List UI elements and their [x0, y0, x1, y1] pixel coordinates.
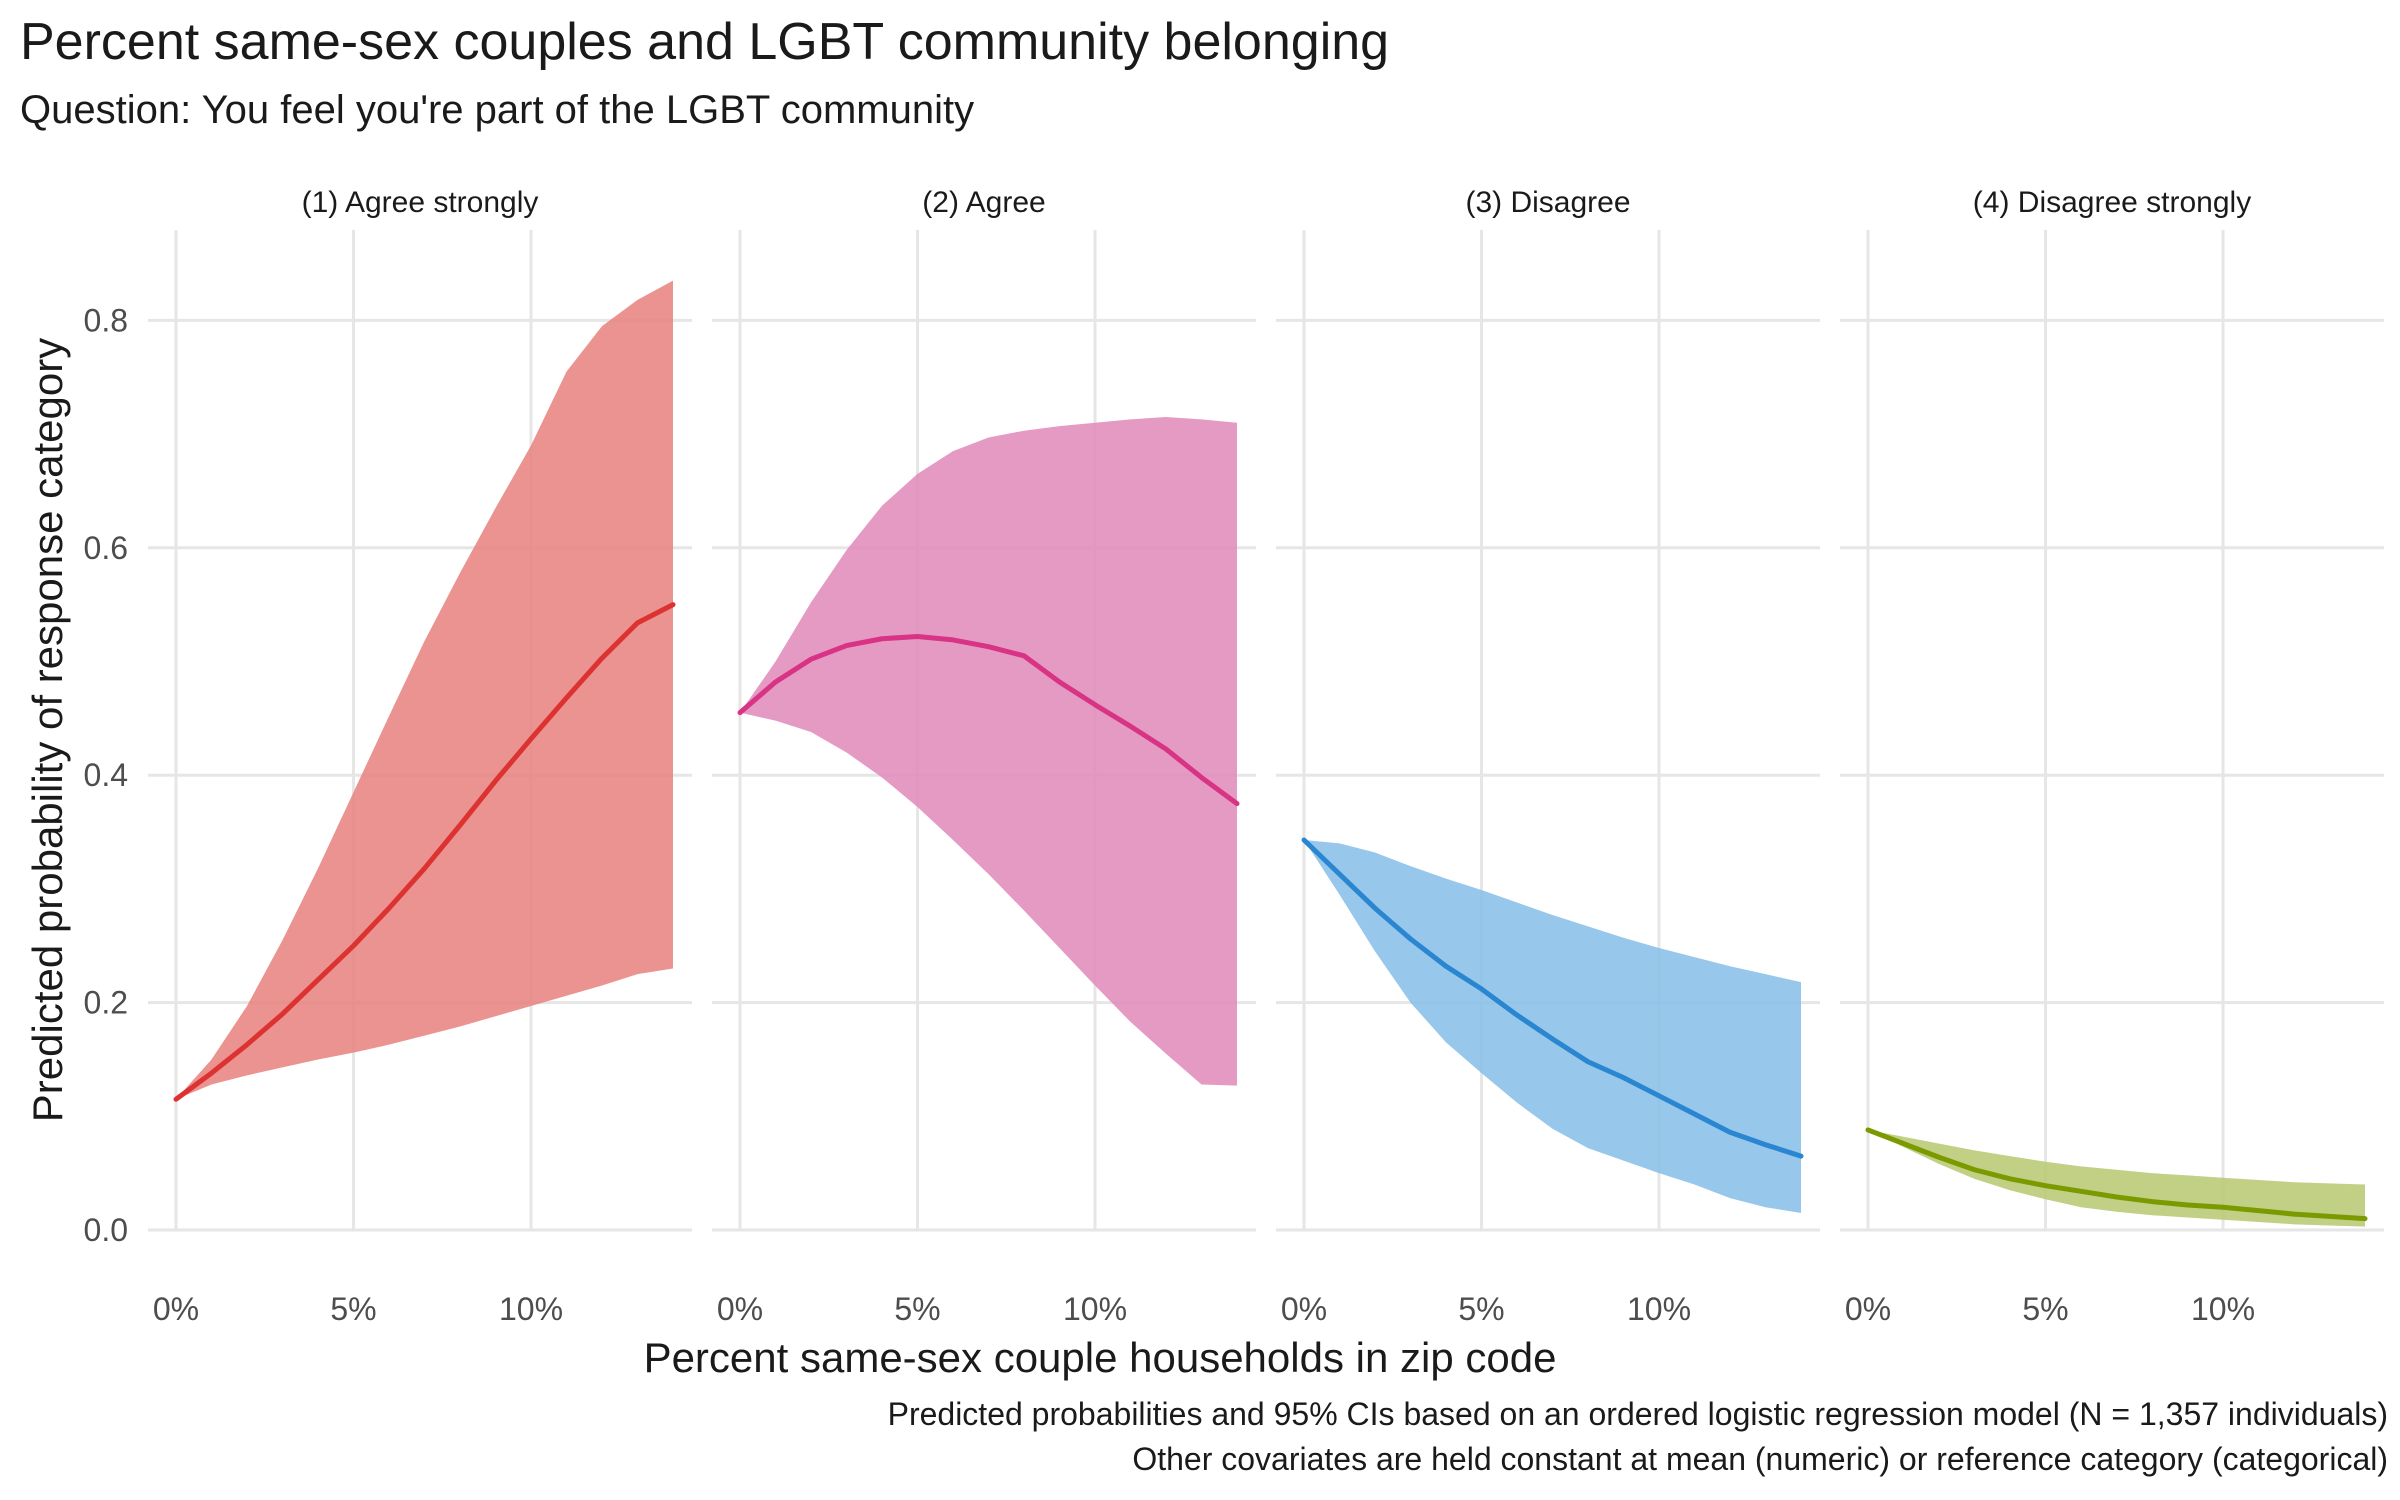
facet-4-x-tick-label: 5% [2022, 1291, 2068, 1327]
facet-3-x-tick-label: 5% [1458, 1291, 1504, 1327]
y-tick-label: 0.6 [84, 530, 128, 566]
facet-1-estimate-line [173, 602, 676, 1102]
facet-4-strip-label: (4) Disagree strongly [1973, 186, 2251, 219]
facet-4-x-tick-label: 10% [2191, 1291, 2255, 1327]
facet-1-x-tick-label: 10% [499, 1291, 563, 1327]
facet-2-confidence-band [740, 417, 1237, 1086]
y-tick-label: 0.4 [84, 757, 128, 793]
y-tick-label: 0.0 [84, 1212, 128, 1248]
facet-1-x-tick-label: 5% [330, 1291, 376, 1327]
facet-1-x-tick-label: 0% [153, 1291, 199, 1327]
x-axis-title: Percent same-sex couple households in zi… [644, 1334, 1557, 1381]
facet-1-strip-label: (1) Agree strongly [302, 186, 539, 219]
facet-2-estimate-line [737, 633, 1240, 807]
y-tick-label: 0.2 [84, 985, 128, 1021]
facet-2-strip-label: (2) Agree [922, 186, 1045, 219]
facet-2-x-tick-label: 5% [894, 1291, 940, 1327]
facet-3-confidence-band [1304, 840, 1801, 1213]
facet-3-estimate-line [1301, 837, 1804, 1159]
caption-line-2: Other covariates are held constant at me… [1132, 1441, 2388, 1477]
facet-3-x-tick-label: 10% [1627, 1291, 1691, 1327]
caption-line-1: Predicted probabilities and 95% CIs base… [887, 1396, 2388, 1432]
facet-4-x-tick-label: 0% [1845, 1291, 1891, 1327]
facet-4-estimate-line [1865, 1127, 2368, 1222]
chart-subtitle: Question: You feel you're part of the LG… [20, 88, 975, 132]
facet-4-confidence-band [1868, 1129, 2365, 1227]
facet-2-x-tick-label: 0% [717, 1291, 763, 1327]
facet-3-x-tick-label: 0% [1281, 1291, 1327, 1327]
facet-1-confidence-band [176, 280, 673, 1100]
y-tick-label: 0.8 [84, 302, 128, 338]
y-axis-title: Predicted probability of response catego… [24, 338, 71, 1122]
caption: Predicted probabilities and 95% CIs base… [888, 1392, 2388, 1482]
chart-title: Percent same-sex couples and LGBT commun… [20, 13, 1390, 71]
facet-3-strip-label: (3) Disagree [1465, 186, 1630, 219]
facet-2-x-tick-label: 10% [1063, 1291, 1127, 1327]
